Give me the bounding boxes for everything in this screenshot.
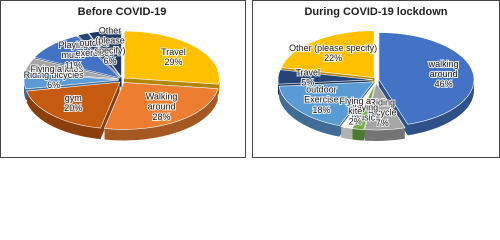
value-label: 7%: [376, 118, 389, 128]
slice: [340, 82, 376, 129]
slice-label: Riding bicycles: [24, 70, 85, 80]
slice: [280, 30, 375, 78]
slice-label: gym: [65, 93, 82, 103]
slice: [364, 82, 406, 131]
slice-label: Playing music: [59, 41, 89, 61]
slice-label: walking around: [428, 59, 459, 79]
slice: [24, 58, 120, 80]
value-label: 5%: [301, 77, 314, 87]
chart-title: During COVID-19 lockdown: [304, 6, 447, 18]
slice: [378, 32, 475, 125]
slice-label: outdoor exercises: [76, 38, 115, 58]
slice: [33, 35, 121, 79]
slice-label: outdoor Exercise: [304, 85, 339, 105]
slice: [26, 81, 121, 129]
slice: [23, 72, 120, 90]
slice-label: Travel: [295, 67, 320, 77]
slice: [88, 29, 122, 78]
value-label: 6%: [104, 56, 117, 66]
value-label: 29%: [164, 57, 182, 67]
slice-label: Other (please specify): [95, 26, 126, 56]
value-label: 46%: [435, 79, 453, 89]
value-label: 18%: [312, 105, 330, 115]
slice: [351, 82, 376, 130]
value-label: 11%: [65, 61, 82, 71]
slice: [103, 82, 219, 130]
value-label: 22%: [324, 53, 342, 63]
slice: [77, 32, 122, 78]
slice-label: Playing music: [349, 103, 379, 123]
value-label: 28%: [153, 112, 171, 122]
slice-label: Flying a kites: [31, 64, 84, 74]
slice: [278, 81, 375, 126]
slice-label: Flying a kite: [340, 97, 372, 117]
value-label: 20%: [64, 103, 82, 113]
slice-label: Other (please specify): [289, 43, 377, 53]
value-label: 2%: [349, 117, 362, 127]
value-label: 6%: [47, 80, 60, 90]
slice: [277, 69, 374, 85]
slice: [123, 30, 220, 85]
slice-label: Walking around: [146, 92, 178, 112]
chart-title: Before COVID-19: [78, 6, 167, 18]
panel: [0, 0, 246, 158]
slice-label: Travel: [161, 47, 186, 57]
slice-label: Riding Bicycle: [368, 98, 397, 118]
